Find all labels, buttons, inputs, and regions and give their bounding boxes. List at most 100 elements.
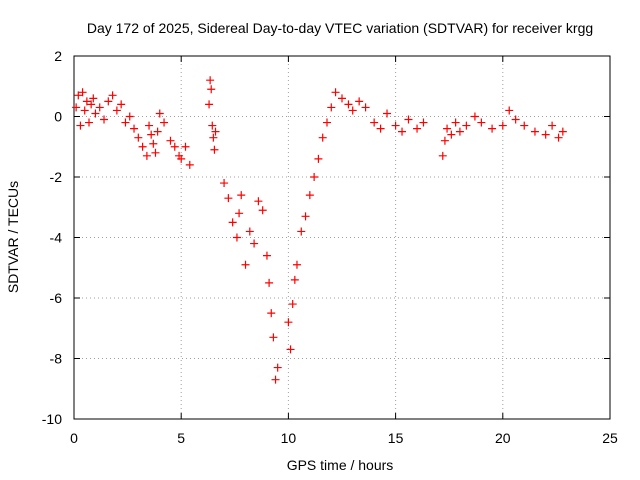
data-point: [206, 76, 215, 85]
data-point: [310, 173, 319, 181]
data-point: [220, 179, 229, 188]
data-point: [355, 97, 364, 106]
data-point: [108, 91, 117, 100]
data-point: [205, 100, 214, 109]
data-point: [558, 127, 567, 136]
data-point: [451, 118, 460, 127]
data-point: [322, 118, 331, 127]
data-point: [72, 103, 81, 112]
data-point: [265, 278, 274, 287]
data-point: [271, 375, 280, 384]
axis-tick-labels: 0 5 10 15 20 25 -10 -8 -6 -4 -2 0 2: [42, 48, 618, 446]
data-point: [210, 145, 219, 154]
y-tick-label: -8: [50, 351, 63, 367]
data-point: [455, 127, 464, 136]
data-point: [383, 109, 392, 118]
data-point: [82, 97, 91, 106]
data-point: [290, 275, 299, 284]
chart-title: Day 172 of 2025, Sidereal Day-to-day VTE…: [87, 20, 593, 36]
data-point: [112, 106, 121, 115]
data-point: [477, 118, 486, 127]
data-point: [232, 233, 241, 242]
data-point: [267, 309, 276, 318]
data-point: [338, 94, 346, 103]
data-point: [185, 160, 194, 169]
data-point: [462, 121, 471, 130]
data-point: [149, 139, 158, 148]
data-point: [297, 227, 306, 236]
y-axis-label: SDTVAR / TECUs: [5, 181, 21, 293]
data-point: [284, 318, 293, 327]
data-point: [145, 121, 154, 130]
data-point: [237, 191, 246, 200]
data-point: [76, 121, 85, 130]
data-point: [447, 130, 456, 139]
data-point: [376, 124, 385, 133]
y-tick-label: -4: [50, 230, 63, 246]
data-point: [250, 239, 259, 248]
data-point: [370, 118, 379, 127]
data-point: [235, 209, 244, 218]
data-point: [91, 109, 100, 118]
data-point: [413, 124, 422, 133]
data-point: [241, 260, 250, 269]
data-point: [104, 97, 113, 106]
data-point: [228, 218, 237, 227]
data-point: [125, 112, 134, 121]
data-point: [314, 154, 323, 163]
axis-ticks: [73, 55, 611, 420]
x-tick-label: 10: [281, 430, 297, 446]
data-point: [292, 260, 301, 269]
data-point: [344, 100, 353, 109]
data-point: [130, 124, 139, 133]
data-point: [138, 142, 147, 151]
data-point: [117, 100, 126, 109]
data-point: [404, 115, 413, 124]
data-point: [554, 133, 563, 142]
plot-grid: [74, 56, 610, 419]
data-point: [209, 133, 218, 142]
data-point: [181, 142, 190, 151]
x-tick-label: 5: [177, 430, 185, 446]
data-point: [530, 127, 539, 136]
data-point: [541, 130, 550, 139]
data-point: [78, 88, 87, 97]
data-point: [520, 121, 529, 130]
y-tick-label: -10: [42, 411, 62, 427]
data-point: [419, 118, 428, 127]
data-point: [398, 127, 407, 136]
data-point: [151, 148, 160, 157]
data-point: [301, 212, 310, 221]
data-point: [269, 333, 278, 342]
data-point: [80, 106, 89, 115]
data-point: [211, 127, 220, 136]
data-point: [258, 206, 267, 215]
data-point: [440, 136, 449, 145]
data-point: [166, 136, 175, 145]
data-point: [95, 103, 104, 112]
x-tick-label: 15: [388, 430, 404, 446]
data-point: [87, 100, 96, 109]
x-tick-label: 0: [70, 430, 78, 446]
x-axis-label: GPS time / hours: [287, 457, 394, 473]
data-point: [498, 121, 507, 130]
data-point: [153, 127, 162, 136]
data-point: [89, 94, 98, 103]
y-tick-label: -6: [50, 290, 63, 306]
data-point: [121, 118, 130, 127]
data-point: [548, 121, 557, 130]
data-point: [245, 227, 254, 236]
data-point: [147, 130, 156, 139]
data-point: [254, 197, 263, 206]
data-point: [142, 151, 151, 160]
data-point: [74, 91, 83, 100]
data-point: [134, 133, 143, 142]
data-point: [177, 154, 186, 163]
data-point: [438, 151, 447, 160]
y-tick-label: 2: [54, 48, 62, 64]
data-point: [286, 345, 295, 354]
data-point: [391, 121, 400, 130]
data-point: [160, 118, 169, 127]
data-point: [262, 251, 271, 260]
data-point: [361, 103, 370, 112]
